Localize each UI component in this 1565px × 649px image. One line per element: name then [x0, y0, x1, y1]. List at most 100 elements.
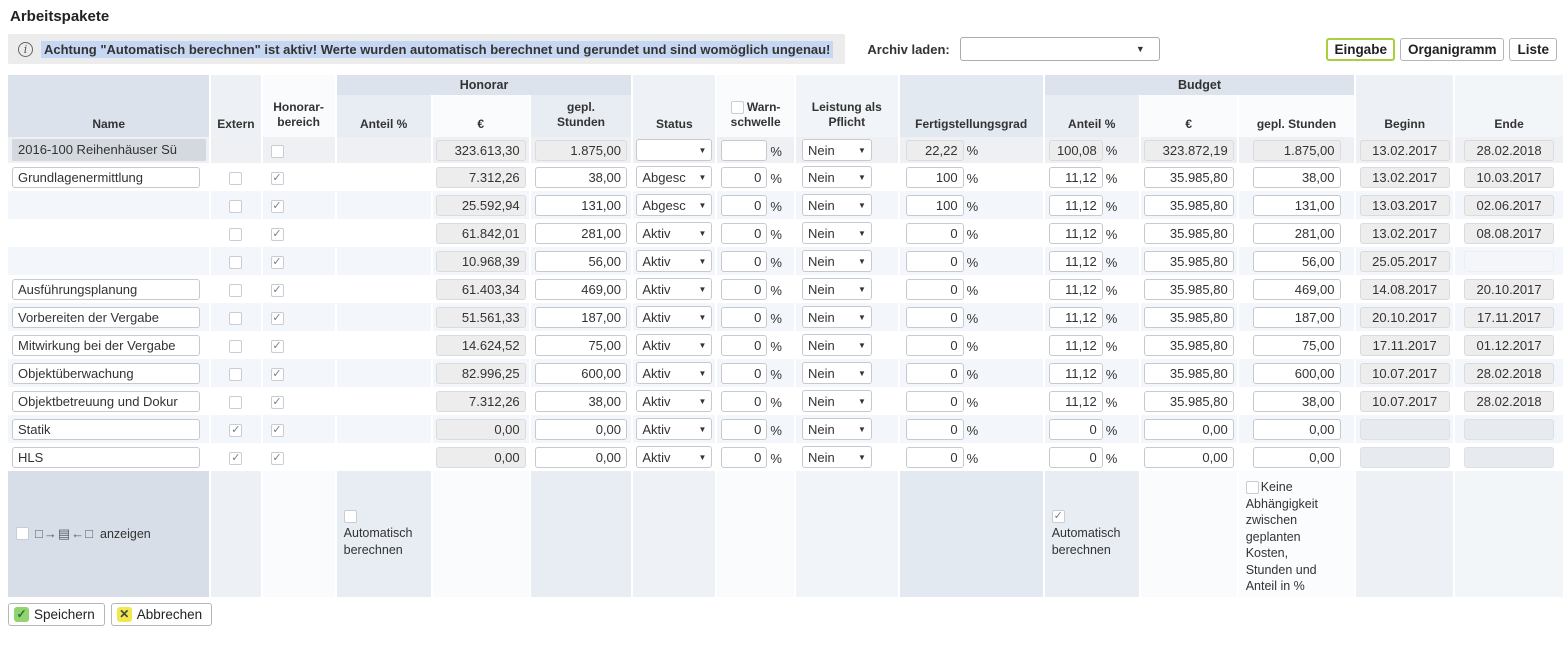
- view-button-organigramm[interactable]: Organigramm: [1399, 37, 1505, 61]
- status-select[interactable]: Aktiv ▼: [636, 306, 713, 328]
- budget-stunden-input[interactable]: [1252, 194, 1341, 216]
- honorarbereich-checkbox[interactable]: [270, 367, 284, 381]
- status-select[interactable]: Aktiv ▼: [636, 334, 713, 356]
- honorar-stunden-input[interactable]: [535, 222, 627, 244]
- honorar-stunden-input[interactable]: [535, 306, 627, 328]
- extern-checkbox[interactable]: [229, 199, 243, 213]
- name-input[interactable]: [12, 390, 200, 412]
- budget-anteil-input[interactable]: [1048, 166, 1103, 188]
- honorarbereich-checkbox[interactable]: [270, 255, 284, 269]
- budget-anteil-input[interactable]: [1048, 334, 1103, 356]
- leistung-select[interactable]: Nein ▼: [801, 139, 872, 161]
- budget-anteil-input[interactable]: [1048, 222, 1103, 244]
- budget-anteil-input[interactable]: [1048, 362, 1103, 384]
- honorarbereich-checkbox[interactable]: [270, 144, 284, 158]
- status-select[interactable]: Aktiv ▼: [636, 390, 713, 412]
- status-select[interactable]: Aktiv ▼: [636, 222, 713, 244]
- fertigstellungsgrad-input[interactable]: [905, 446, 964, 468]
- view-button-eingabe[interactable]: Eingabe: [1326, 37, 1395, 61]
- honorarbereich-checkbox[interactable]: [270, 423, 284, 437]
- view-button-liste[interactable]: Liste: [1509, 37, 1557, 61]
- status-select[interactable]: Abgesc ▼: [636, 166, 713, 188]
- leistung-select[interactable]: Nein ▼: [801, 278, 872, 300]
- budget-stunden-input[interactable]: [1252, 250, 1341, 272]
- leistung-select[interactable]: Nein ▼: [801, 446, 872, 468]
- budget-anteil-input[interactable]: [1048, 194, 1103, 216]
- budget-stunden-input[interactable]: [1252, 390, 1341, 412]
- leistung-select[interactable]: Nein ▼: [801, 362, 872, 384]
- budget-euro-input[interactable]: [1143, 166, 1234, 188]
- save-button[interactable]: ✓ Speichern: [8, 602, 105, 626]
- honorarbereich-checkbox[interactable]: [270, 451, 284, 465]
- status-select[interactable]: Aktiv ▼: [636, 278, 713, 300]
- budget-euro-input[interactable]: [1143, 390, 1234, 412]
- honorarbereich-checkbox[interactable]: [270, 339, 284, 353]
- leistung-select[interactable]: Nein ▼: [801, 250, 872, 272]
- honorarbereich-checkbox[interactable]: [270, 395, 284, 409]
- name-input[interactable]: [12, 306, 200, 328]
- extern-checkbox[interactable]: [229, 311, 243, 325]
- leistung-select[interactable]: Nein ▼: [801, 194, 872, 216]
- fertigstellungsgrad-input[interactable]: [905, 362, 964, 384]
- archive-select[interactable]: ▼: [959, 37, 1160, 61]
- name-input[interactable]: [12, 334, 200, 356]
- budget-anteil-input[interactable]: [1048, 418, 1103, 440]
- status-select[interactable]: ▼: [636, 139, 713, 161]
- budget-anteil-input[interactable]: [1048, 446, 1103, 468]
- warnschwelle-input[interactable]: [721, 446, 768, 468]
- honorar-stunden-input[interactable]: [535, 362, 627, 384]
- honorar-stunden-input[interactable]: [535, 194, 627, 216]
- status-select[interactable]: Aktiv ▼: [636, 362, 713, 384]
- leistung-select[interactable]: Nein ▼: [801, 222, 872, 244]
- budget-euro-input[interactable]: [1143, 362, 1234, 384]
- name-input[interactable]: [12, 446, 200, 468]
- budget-euro-input[interactable]: [1143, 194, 1234, 216]
- fertigstellungsgrad-input[interactable]: [905, 334, 964, 356]
- extern-checkbox[interactable]: [229, 227, 243, 241]
- status-select[interactable]: Aktiv ▼: [636, 250, 713, 272]
- leistung-select[interactable]: Nein ▼: [801, 166, 872, 188]
- status-select[interactable]: Abgesc ▼: [636, 194, 713, 216]
- budget-stunden-input[interactable]: [1252, 166, 1341, 188]
- status-select[interactable]: Aktiv ▼: [636, 418, 713, 440]
- budget-stunden-input[interactable]: [1252, 418, 1341, 440]
- warnschwelle-input[interactable]: [721, 278, 768, 300]
- extern-checkbox[interactable]: [229, 451, 243, 465]
- warnschwelle-input[interactable]: [721, 194, 768, 216]
- honorar-stunden-input[interactable]: [535, 390, 627, 412]
- name-input[interactable]: [12, 278, 200, 300]
- extern-checkbox[interactable]: [229, 339, 243, 353]
- warnschwelle-input[interactable]: [721, 306, 768, 328]
- warnschwelle-input[interactable]: [721, 390, 768, 412]
- honorar-stunden-input[interactable]: [535, 166, 627, 188]
- name-input[interactable]: [12, 362, 200, 384]
- budget-stunden-input[interactable]: [1252, 222, 1341, 244]
- honorarbereich-checkbox[interactable]: [270, 311, 284, 325]
- fertigstellungsgrad-input[interactable]: [905, 278, 964, 300]
- budget-euro-input[interactable]: [1143, 418, 1234, 440]
- budget-anteil-input[interactable]: [1048, 278, 1103, 300]
- leistung-select[interactable]: Nein ▼: [801, 306, 872, 328]
- budget-stunden-input[interactable]: [1252, 306, 1341, 328]
- extern-checkbox[interactable]: [229, 283, 243, 297]
- warnschwelle-input[interactable]: [721, 334, 768, 356]
- hierarchy-anzeigen-checkbox[interactable]: [16, 527, 29, 541]
- warnschwelle-input[interactable]: [721, 418, 768, 440]
- budget-euro-input[interactable]: [1143, 306, 1234, 328]
- leistung-select[interactable]: Nein ▼: [801, 418, 872, 440]
- warnschwelle-input[interactable]: [721, 222, 768, 244]
- warnschwelle-input[interactable]: [721, 250, 768, 272]
- budget-anteil-input[interactable]: [1048, 306, 1103, 328]
- extern-checkbox[interactable]: [229, 255, 243, 269]
- budget-stunden-input[interactable]: [1252, 446, 1341, 468]
- extern-checkbox[interactable]: [229, 395, 243, 409]
- budget-euro-input[interactable]: [1143, 334, 1234, 356]
- honorarbereich-checkbox[interactable]: [270, 199, 284, 213]
- leistung-select[interactable]: Nein ▼: [801, 334, 872, 356]
- budget-euro-input[interactable]: [1143, 278, 1234, 300]
- cancel-button[interactable]: ✕ Abbrechen: [110, 602, 213, 626]
- extern-checkbox[interactable]: [229, 367, 243, 381]
- fertigstellungsgrad-input[interactable]: [905, 166, 964, 188]
- name-input[interactable]: [12, 418, 200, 440]
- budget-anteil-input[interactable]: [1048, 250, 1103, 272]
